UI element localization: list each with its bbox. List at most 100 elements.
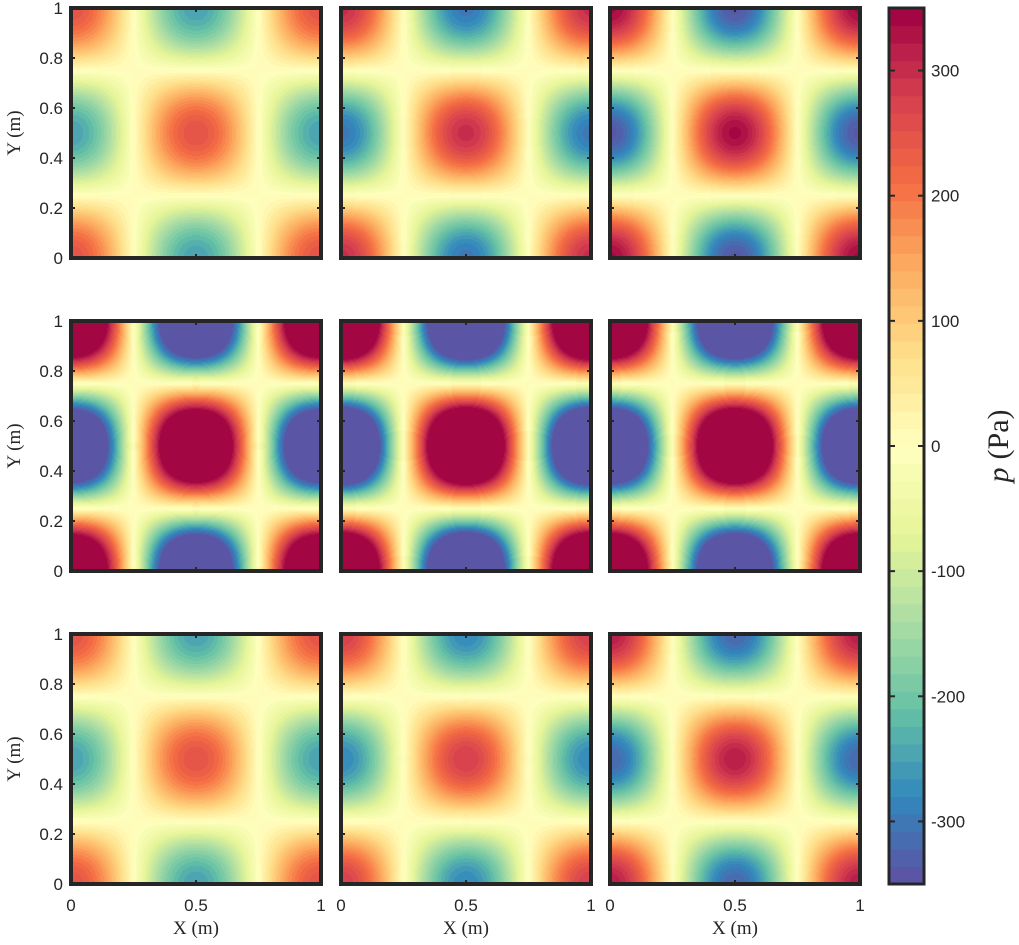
heatmap-image (610, 8, 860, 258)
colorbar-level (889, 743, 924, 762)
y-tick-label: 1 (54, 0, 63, 18)
colorbar-level (889, 481, 924, 500)
y-tick-label: 0 (54, 875, 63, 894)
colorbar-level (889, 848, 924, 868)
colorbar-tick-label: 300 (931, 62, 959, 81)
y-tick-label: 0.8 (39, 49, 63, 68)
y-tick-label: 0 (54, 249, 63, 268)
x-tick-label: 0 (66, 896, 75, 915)
colorbar-level (889, 305, 924, 324)
colorbar-level (889, 288, 924, 307)
colorbar-level (889, 25, 924, 44)
colorbar-level (889, 428, 924, 447)
colorbar-level (889, 113, 924, 132)
heatmap-panel-r2c3 (608, 319, 862, 573)
y-tick-label: 1 (54, 625, 63, 644)
x-axis-label: X (m) (712, 918, 758, 939)
colorbar-level (889, 586, 924, 605)
y-tick-label: 0.6 (39, 99, 63, 118)
colorbar-level (889, 638, 924, 657)
y-tick-label: 0.6 (39, 412, 63, 431)
colorbar-level (889, 691, 924, 710)
heatmap-image (341, 321, 591, 571)
colorbar-tick-label: -100 (931, 562, 965, 581)
heatmap-image (610, 321, 860, 571)
colorbar: 300 200 100 0 -100 -200 -300 p (Pa) (887, 6, 1015, 886)
heatmap-panel-r3c3: 0 0.5 1 X (m) (605, 632, 865, 939)
colorbar-level (889, 253, 924, 272)
colorbar-level (889, 130, 924, 149)
heatmap-panel-r1c3 (608, 6, 862, 260)
x-tick-label: 0.5 (454, 896, 478, 915)
y-tick-label: 0.2 (39, 199, 63, 218)
heatmap-panel-r1c2 (339, 6, 593, 260)
heatmap-image (71, 634, 321, 884)
colorbar-level (889, 43, 924, 62)
colorbar-level (889, 60, 924, 79)
colorbar-level (889, 831, 924, 850)
y-tick-label: 0.4 (39, 149, 63, 168)
colorbar-level (889, 568, 924, 587)
y-tick-label: 0.8 (39, 362, 63, 381)
colorbar-level (889, 410, 924, 430)
x-tick-label: 0 (336, 896, 345, 915)
colorbar-level (889, 78, 924, 97)
colorbar-level (889, 148, 924, 167)
heatmap-image (71, 321, 321, 571)
colorbar-level (889, 656, 924, 675)
colorbar-tick-label: 100 (931, 312, 959, 331)
heatmap-image (341, 634, 591, 884)
y-tick-label: 0.8 (39, 675, 63, 694)
colorbar-tick-label: -300 (931, 812, 965, 831)
colorbar-level (889, 95, 924, 114)
colorbar-level (889, 708, 924, 727)
colorbar-level (889, 551, 924, 570)
colorbar-level (889, 375, 924, 395)
x-axis-label: X (m) (443, 918, 489, 939)
y-tick-label: 0.4 (39, 775, 63, 794)
colorbar-level (889, 393, 924, 412)
x-axis-label: X (m) (173, 918, 219, 939)
heatmap-panel-r3c2: 0 0.5 1 X (m) (336, 632, 596, 939)
x-tick-label: 0.5 (184, 896, 208, 915)
y-tick-label: 0.2 (39, 825, 63, 844)
y-tick-label: 0 (54, 562, 63, 581)
colorbar-level (889, 761, 924, 780)
colorbar-level (889, 323, 924, 342)
colorbar-level (889, 796, 924, 815)
y-axis-label: Y (m) (4, 110, 25, 155)
colorbar-level (889, 603, 924, 622)
heatmap-panel-r1c1: 0 0.2 0.4 0.6 0.8 1 Y (m) (4, 0, 323, 268)
colorbar-level (889, 8, 924, 27)
colorbar-level (889, 533, 924, 552)
y-tick-label: 0.4 (39, 462, 63, 481)
x-tick-label: 1 (316, 896, 325, 915)
heatmap-panel-r2c1: 0 0.2 0.4 0.6 0.8 1 Y (m) (4, 312, 323, 581)
colorbar-level (889, 340, 924, 359)
colorbar-level (889, 358, 924, 377)
heatmap-image (610, 634, 860, 884)
x-tick-label: 0.5 (723, 896, 747, 915)
colorbar-level (889, 621, 924, 640)
colorbar-level (889, 866, 924, 885)
colorbar-level (889, 183, 924, 202)
colorbar-level (889, 446, 924, 465)
y-axis-label: Y (m) (4, 736, 25, 781)
colorbar-label-symbol: p (982, 467, 1015, 484)
y-axis-label: Y (m) (4, 423, 25, 468)
y-tick-label: 0.6 (39, 725, 63, 744)
x-tick-label: 1 (855, 896, 864, 915)
colorbar-level (889, 463, 924, 482)
colorbar-level (889, 165, 924, 184)
colorbar-tick-label: 0 (931, 437, 940, 456)
heatmap-image (71, 8, 321, 258)
colorbar-level (889, 235, 924, 254)
x-tick-label: 0 (605, 896, 614, 915)
colorbar-tick-label: 200 (931, 187, 959, 206)
y-tick-label: 0.2 (39, 512, 63, 531)
colorbar-tick-label: -200 (931, 687, 965, 706)
y-tick-label: 1 (54, 312, 63, 331)
colorbar-label-unit: (Pa) (982, 410, 1015, 460)
colorbar-level (889, 726, 924, 745)
